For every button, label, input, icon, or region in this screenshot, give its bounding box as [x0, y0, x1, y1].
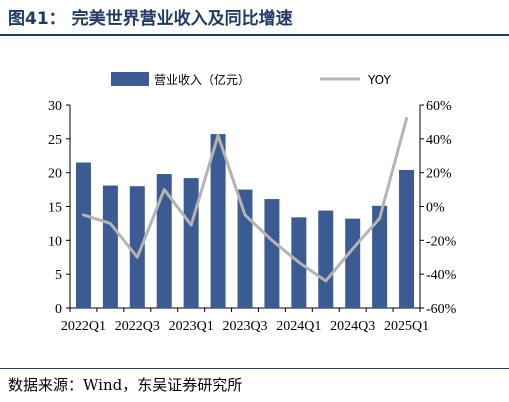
legend-revenue-swatch — [111, 72, 149, 86]
title-rule — [0, 34, 509, 36]
left-tick-label: 5 — [55, 268, 62, 283]
right-tick-label: -40% — [426, 268, 457, 283]
left-tick-label: 20 — [48, 167, 62, 182]
revenue-bar — [210, 134, 226, 308]
x-tick-label: 2024Q3 — [330, 319, 375, 334]
revenue-bar — [183, 178, 199, 308]
revenue-yoy-chart: 营业收入（亿元） YOY 0 5 10 15 20 25 30 -60% -40% -20% 0% 20… — [48, 72, 457, 334]
revenue-bar — [237, 189, 253, 308]
revenue-bar — [318, 210, 334, 308]
right-tick-label: 20% — [426, 167, 452, 182]
x-tick-label: 2023Q1 — [169, 319, 214, 334]
revenue-bar — [75, 162, 91, 308]
legend-yoy-label: YOY — [367, 73, 391, 87]
right-tick-label: 0% — [426, 201, 445, 216]
left-tick-label: 0 — [55, 302, 62, 317]
revenue-bar — [102, 185, 118, 308]
right-tick-label: -60% — [426, 302, 457, 317]
revenue-bar — [156, 174, 172, 308]
revenue-bar — [264, 199, 280, 308]
source-note: 数据来源：Wind，东吴证券研究所 — [8, 376, 243, 394]
chart-axes: 0 5 10 15 20 25 30 -60% -40% -20% 0% 20% 40% 60% 2022Q… — [48, 99, 457, 334]
x-tick-label: 2022Q3 — [115, 319, 160, 334]
left-tick-label: 30 — [48, 99, 62, 114]
revenue-bar — [129, 186, 145, 308]
revenue-bars — [75, 134, 415, 308]
left-tick-label: 10 — [48, 234, 62, 249]
right-tick-label: 40% — [426, 133, 452, 148]
right-tick-label: 60% — [426, 99, 452, 114]
left-tick-label: 15 — [48, 201, 62, 216]
revenue-bar — [345, 218, 361, 308]
x-tick-label: 2023Q3 — [222, 319, 267, 334]
source-rule — [0, 368, 509, 369]
revenue-bar — [399, 169, 415, 308]
x-tick-label: 2022Q1 — [61, 319, 106, 334]
x-tick-label: 2024Q1 — [276, 319, 321, 334]
right-tick-label: -20% — [426, 234, 457, 249]
yoy-line — [81, 117, 409, 283]
legend-revenue-label: 营业收入（亿元） — [154, 72, 250, 87]
figure-title: 图41： 完美世界营业收入及同比增速 — [8, 9, 293, 29]
chart-legend: 营业收入（亿元） YOY — [111, 72, 391, 87]
left-tick-label: 25 — [48, 133, 62, 148]
revenue-bar — [372, 205, 388, 308]
x-tick-label: 2025Q1 — [384, 319, 429, 334]
yoy-series-line — [81, 117, 409, 283]
